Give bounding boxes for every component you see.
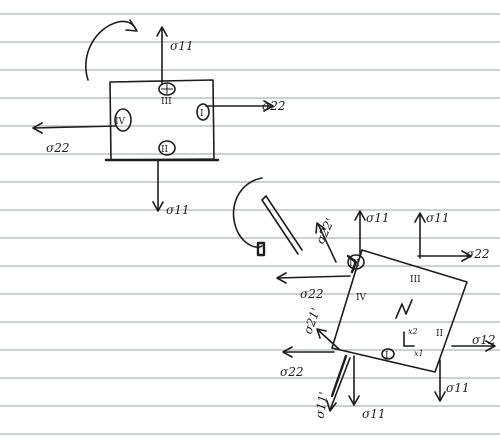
region-IV-label-2: IV (356, 293, 367, 303)
sigma12-right-arrowhead (485, 340, 496, 352)
sigma11-prime-bottom-arrowhead (326, 400, 337, 412)
rotated-element-box (331, 249, 468, 373)
rotation-arrowhead (125, 19, 138, 32)
region-IV-label: IV (115, 117, 126, 127)
sigma11-top-label: σ11 (170, 39, 193, 53)
region-IV-marker (114, 108, 132, 132)
sigma22-right-label: σ22 (262, 99, 285, 113)
axis-x2-label: x2 (408, 327, 418, 336)
sigma12-right-label: σ12 (472, 333, 495, 347)
sigma22-left-upper-label: σ22 (300, 287, 323, 301)
sigma11-right-bottom-label: σ11 (446, 381, 469, 395)
region-III-right-label: III (410, 275, 421, 285)
sigma22-right-arrowhead-2 (461, 250, 472, 262)
region-I-marker-2 (381, 348, 395, 360)
rotation-arrow-2-tail (256, 241, 266, 257)
sigma11-top-arrowhead (156, 26, 168, 37)
sigma22-left-label: σ22 (46, 141, 69, 155)
element-diagram-upright: σ11 σ22 σ22 σ11 III I IV II (32, 19, 285, 217)
center-shear-mark (395, 299, 413, 319)
sigma11-top-a-label: σ11 (366, 211, 389, 225)
sigma21-prime-arrowhead (316, 328, 327, 339)
sigma11-bottom-arrowhead (152, 201, 164, 212)
sigma11-bottom-arrowhead-2 (348, 395, 360, 406)
sigma22-left-lower-label: σ22 (280, 365, 303, 379)
region-I-marker (196, 103, 210, 121)
sigma22-left-upper-arrow (277, 275, 351, 279)
rotation-arrow-2 (232, 177, 263, 248)
paper-rules (0, 13, 500, 435)
region-I-label-2: I (385, 351, 389, 361)
sigma11-top-b-arrowhead (414, 212, 426, 223)
rotation-wedge (261, 195, 303, 255)
sigma22-left-arrowhead (32, 122, 43, 134)
sigma11-right-bottom-arrowhead (434, 391, 446, 402)
region-II-marker (158, 140, 176, 156)
sigma22-prime-label: σ22' (313, 216, 337, 246)
region-II-label-2: II (436, 329, 444, 339)
sigma22-right-arrowhead (263, 100, 274, 112)
sigma11-bottom-label: σ11 (166, 203, 189, 217)
sigma11-top-a-arrowhead (354, 210, 366, 221)
element-diagram-rotated: σ22' σ11 σ11 σ22 σ22 σ21' σ22 σ11' σ11 (232, 177, 496, 421)
region-III-top-label: III (349, 259, 360, 269)
sigma11-bottom-label-2: σ11 (362, 407, 385, 421)
sigma22-prime-arrow (317, 223, 337, 263)
sigma22-left-lower-arrowhead (282, 346, 293, 358)
corner-shear-mark-bottom (330, 354, 348, 398)
sigma22-right-label-2: σ22 (466, 247, 489, 261)
sigma11-top-b-label: σ11 (426, 211, 449, 225)
region-II-label: II (161, 145, 169, 155)
region-III-marker (158, 82, 176, 96)
sigma22-left-upper-arrowhead (276, 272, 287, 284)
sigma11-prime-bottom-label: σ11' (312, 391, 330, 420)
sigma22-left-arrow (33, 125, 117, 129)
region-I-label: I (200, 109, 204, 119)
region-III-top-marker (347, 254, 365, 270)
axis-x1-label: x1 (414, 349, 424, 358)
sigma21-prime-arrow (317, 329, 341, 351)
sigma11-prime-bottom-arrow (329, 357, 351, 411)
sigma22-prime-arrowhead (315, 222, 326, 234)
region-III-label: III (161, 97, 172, 107)
